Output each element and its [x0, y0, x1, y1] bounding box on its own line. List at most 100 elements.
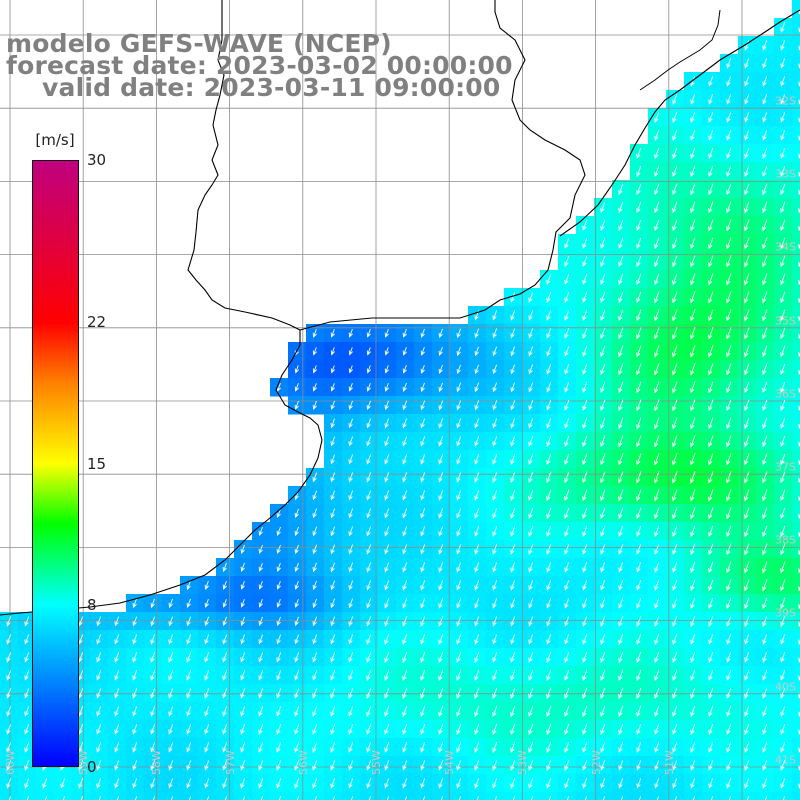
- wind-arrow: [564, 580, 570, 591]
- wind-arrow: [744, 291, 750, 304]
- wind-arrow: [708, 76, 714, 87]
- wind-cell: [648, 792, 667, 800]
- wind-arrow: [672, 183, 678, 196]
- wind-arrow: [780, 670, 786, 681]
- wind-arrow: [420, 669, 426, 682]
- wind-arrow: [744, 201, 750, 214]
- wind-arrow: [762, 58, 768, 69]
- wind-arrow: [780, 201, 786, 214]
- wind-arrow: [222, 652, 228, 663]
- wind-arrow: [762, 309, 768, 322]
- wind-arrow: [330, 687, 336, 699]
- wind-arrow: [438, 454, 444, 465]
- wind-arrow: [348, 723, 354, 735]
- wind-arrow: [726, 201, 732, 214]
- wind-arrow: [744, 741, 750, 753]
- wind-arrow: [690, 399, 696, 412]
- wind-arrow: [636, 309, 642, 322]
- wind-arrow: [708, 129, 714, 141]
- wind-arrow: [330, 490, 336, 501]
- wind-arrow: [96, 706, 102, 717]
- wind-arrow: [6, 760, 12, 771]
- wind-arrow: [654, 543, 660, 555]
- wind-arrow: [564, 687, 570, 700]
- wind-arrow: [600, 219, 606, 231]
- wind-arrow: [222, 599, 227, 608]
- wind-arrow: [618, 669, 624, 682]
- wind-arrow: [420, 580, 426, 591]
- wind-arrow: [474, 616, 480, 627]
- wind-arrow: [528, 471, 534, 484]
- wind-arrow: [204, 724, 210, 735]
- wind-arrow: [762, 561, 768, 574]
- wind-arrow: [744, 327, 750, 340]
- wind-arrow: [456, 580, 462, 591]
- wind-arrow: [672, 597, 678, 609]
- wind-arrow: [222, 688, 228, 699]
- wind-arrow: [780, 597, 786, 610]
- wind-arrow: [420, 400, 426, 411]
- wind-arrow: [330, 652, 336, 663]
- wind-arrow: [690, 525, 696, 538]
- wind-arrow: [312, 616, 318, 627]
- wind-arrow: [186, 760, 192, 771]
- wind-arrow: [492, 616, 498, 627]
- wind-arrow: [510, 544, 516, 555]
- wind-arrow: [744, 255, 750, 268]
- wind-arrow: [582, 435, 588, 448]
- wind-arrow: [294, 670, 300, 681]
- wind-arrow: [636, 615, 642, 627]
- wind-arrow: [546, 435, 552, 447]
- wind-arrow: [780, 363, 786, 376]
- wind-arrow: [402, 382, 407, 392]
- wind-arrow: [492, 328, 498, 339]
- wind-arrow: [276, 562, 281, 572]
- wind-arrow: [618, 363, 624, 376]
- wind-arrow: [312, 328, 317, 338]
- wind-arrow: [510, 634, 516, 645]
- wind-arrow: [708, 615, 714, 627]
- wind-arrow: [690, 597, 696, 609]
- wind-arrow: [366, 400, 371, 411]
- wind-arrow: [348, 383, 353, 392]
- wind-arrow: [708, 543, 714, 556]
- colorbar-tick-22: 22: [87, 312, 107, 331]
- wind-arrow: [510, 741, 516, 753]
- wind-cell: [72, 792, 91, 800]
- wind-cell: [270, 792, 289, 800]
- wind-arrow: [492, 471, 498, 483]
- wind-cell: [792, 144, 800, 163]
- wind-arrow: [672, 669, 678, 681]
- wind-arrow: [6, 634, 12, 645]
- wind-arrow: [708, 651, 714, 663]
- wind-arrow: [672, 327, 678, 340]
- longitude-label: 56W: [296, 750, 310, 775]
- wind-arrow: [564, 382, 570, 393]
- wind-arrow: [654, 723, 660, 735]
- wind-arrow: [114, 688, 120, 699]
- wind-arrow: [456, 616, 462, 627]
- wind-arrow: [708, 201, 714, 214]
- wind-cell: [504, 792, 523, 800]
- wind-arrow: [456, 705, 462, 717]
- wind-arrow: [582, 580, 588, 591]
- wind-arrow: [438, 328, 443, 339]
- wind-arrow: [420, 328, 425, 338]
- wind-arrow: [726, 741, 732, 753]
- wind-arrow: [618, 489, 624, 502]
- wind-arrow: [672, 255, 678, 268]
- wind-arrow: [618, 345, 624, 358]
- wind-arrow: [438, 580, 444, 591]
- wind-arrow: [528, 598, 534, 609]
- wind-arrow: [6, 742, 12, 753]
- wind-arrow: [780, 237, 786, 250]
- wind-arrow: [456, 328, 461, 339]
- wind-arrow: [240, 599, 245, 608]
- wind-arrow: [726, 363, 732, 376]
- wind-arrow: [726, 381, 732, 394]
- wind-arrow: [132, 688, 138, 699]
- wind-arrow: [6, 706, 12, 717]
- wind-arrow: [366, 742, 372, 753]
- wind-arrow: [420, 687, 426, 700]
- wind-arrow: [312, 580, 317, 591]
